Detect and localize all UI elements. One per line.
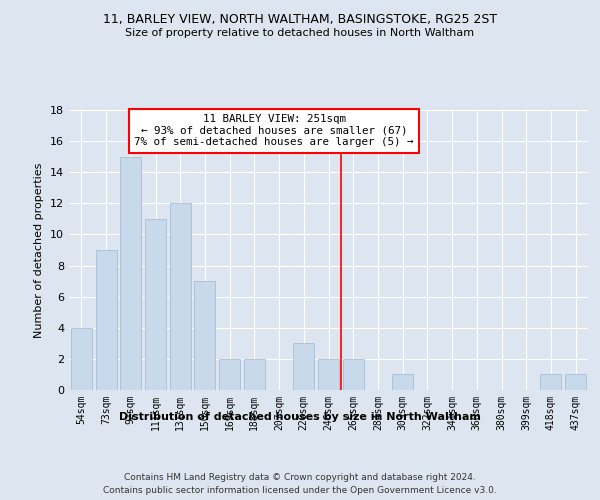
Text: 11, BARLEY VIEW, NORTH WALTHAM, BASINGSTOKE, RG25 2ST: 11, BARLEY VIEW, NORTH WALTHAM, BASINGST… (103, 12, 497, 26)
Bar (71, 328, 92, 390)
Text: Contains public sector information licensed under the Open Government Licence v3: Contains public sector information licen… (103, 486, 497, 495)
Bar (244, 359, 265, 390)
Bar (565, 374, 586, 390)
Text: Distribution of detached houses by size in North Waltham: Distribution of detached houses by size … (119, 412, 481, 422)
Bar (170, 204, 191, 390)
Y-axis label: Number of detached properties: Number of detached properties (34, 162, 44, 338)
Text: Size of property relative to detached houses in North Waltham: Size of property relative to detached ho… (125, 28, 475, 38)
Bar (541, 374, 562, 390)
Bar (318, 359, 339, 390)
Bar (343, 359, 364, 390)
Bar (95, 250, 116, 390)
Text: 11 BARLEY VIEW: 251sqm
← 93% of detached houses are smaller (67)
7% of semi-deta: 11 BARLEY VIEW: 251sqm ← 93% of detached… (134, 114, 414, 148)
Bar (120, 156, 141, 390)
Bar (194, 281, 215, 390)
Bar (145, 219, 166, 390)
Bar (219, 359, 240, 390)
Bar (293, 344, 314, 390)
Text: Contains HM Land Registry data © Crown copyright and database right 2024.: Contains HM Land Registry data © Crown c… (124, 472, 476, 482)
Bar (392, 374, 413, 390)
